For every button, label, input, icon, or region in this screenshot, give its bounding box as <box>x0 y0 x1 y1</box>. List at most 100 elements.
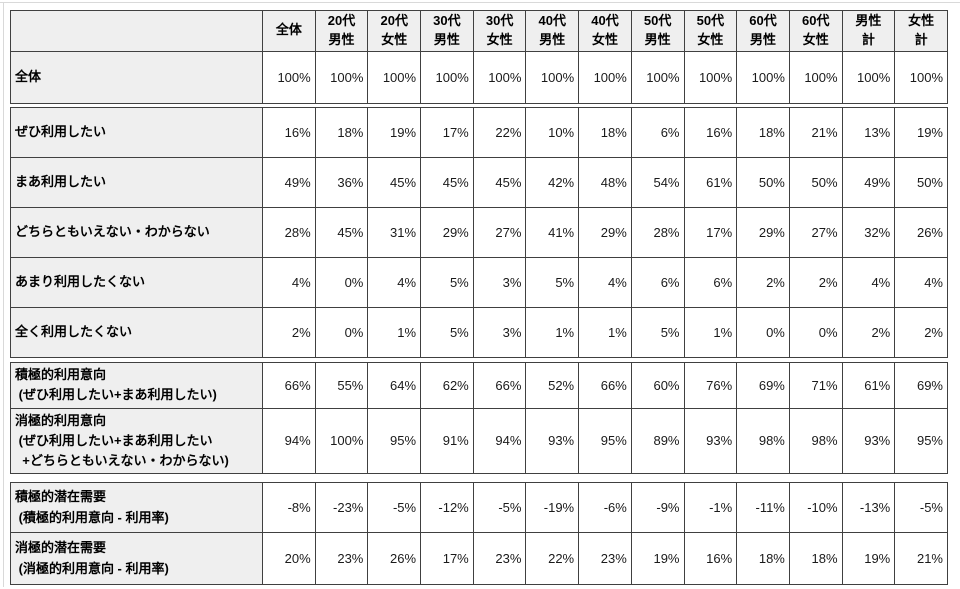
value-cell: 94% <box>472 407 527 475</box>
value-cell: 27% <box>788 206 843 258</box>
value-cell: 100% <box>314 407 369 475</box>
value-cell: 2% <box>894 306 948 358</box>
value-cell: 89% <box>630 407 685 475</box>
value-cell: 19% <box>630 532 685 586</box>
value-cell: 45% <box>420 156 474 208</box>
value-cell: 48% <box>578 156 632 208</box>
value-cell: 4% <box>841 256 896 308</box>
value-cell: 5% <box>420 306 474 358</box>
value-cell: 100% <box>630 50 685 104</box>
value-cell: 49% <box>262 156 316 208</box>
value-cell: 100% <box>683 50 738 104</box>
column-header: 30代 男性 <box>420 10 474 52</box>
value-cell: 1% <box>578 306 632 358</box>
value-cell: 31% <box>367 206 422 258</box>
value-cell: 10% <box>525 106 580 158</box>
column-header: 40代 女性 <box>578 10 632 52</box>
value-cell: 45% <box>472 156 527 208</box>
value-cell: 18% <box>788 532 843 586</box>
row-label: 積極的潜在需要 (積極的利用意向 - 利用率) <box>10 482 263 534</box>
table-row: 全体 100% 100% 100% 100% 100% 100% 100% 100% 100% 10… <box>10 50 948 104</box>
table-section-latent-demand: 積極的潜在需要 (積極的利用意向 - 利用率) -8% -23% -5% -12% -5%… <box>10 482 948 586</box>
row-label: 積極的利用意向 (ぜひ利用したい+まあ利用したい) <box>10 361 263 409</box>
value-cell: 23% <box>472 532 527 586</box>
column-header: 30代 女性 <box>472 10 527 52</box>
value-cell: 71% <box>788 361 843 409</box>
value-cell: 5% <box>630 306 685 358</box>
value-cell: 2% <box>788 256 843 308</box>
value-cell: 61% <box>841 361 896 409</box>
value-cell: 13% <box>841 106 896 158</box>
value-cell: 1% <box>683 306 738 358</box>
corner-header-cell <box>10 10 263 52</box>
value-cell: 100% <box>262 50 316 104</box>
row-label: 全体 <box>10 50 263 104</box>
value-cell: 17% <box>683 206 738 258</box>
value-cell: 100% <box>367 50 422 104</box>
header-row: 全体 20代 男性 20代 女性 30代 男性 30代 女性 40代 男性 40代 女性 50… <box>10 10 948 52</box>
value-cell: 4% <box>367 256 422 308</box>
column-header: 男性 計 <box>841 10 896 52</box>
value-cell: -5% <box>894 482 948 534</box>
value-cell: 19% <box>894 106 948 158</box>
value-cell: 45% <box>367 156 422 208</box>
value-cell: 27% <box>472 206 527 258</box>
value-cell: 6% <box>683 256 738 308</box>
value-cell: 5% <box>420 256 474 308</box>
value-cell: -19% <box>525 482 580 534</box>
row-label: ぜひ利用したい <box>10 106 263 158</box>
table-section-intent-summary: 積極的利用意向 (ぜひ利用したい+まあ利用したい) 66% 55% 64% 62% 66%… <box>10 361 948 475</box>
value-cell: -23% <box>314 482 369 534</box>
value-cell: 100% <box>472 50 527 104</box>
table-row: どちらともいえない・わからない 28% 45% 31% 29% 27% 41% 29% 28% 1… <box>10 206 948 258</box>
table-row: 消極的利用意向 (ぜひ利用したい+まあ利用したい +どちらともいえない・わからな… <box>10 407 948 475</box>
column-header: 20代 女性 <box>367 10 422 52</box>
value-cell: 16% <box>683 532 738 586</box>
value-cell: 62% <box>420 361 474 409</box>
window-top-edge <box>0 2 960 3</box>
value-cell: 100% <box>894 50 948 104</box>
row-label: 消極的利用意向 (ぜひ利用したい+まあ利用したい +どちらともいえない・わからな… <box>10 407 263 475</box>
value-cell: 0% <box>314 306 369 358</box>
value-cell: 1% <box>525 306 580 358</box>
value-cell: 21% <box>788 106 843 158</box>
table-row: 消極的潜在需要 (消極的利用意向 - 利用率) 20% 23% 26% 17% 23% 22… <box>10 532 948 586</box>
column-header: 60代 男性 <box>736 10 790 52</box>
column-header: 全体 <box>262 10 316 52</box>
value-cell: -1% <box>683 482 738 534</box>
window-left-edge <box>3 2 4 587</box>
value-cell: 69% <box>736 361 790 409</box>
value-cell: 4% <box>262 256 316 308</box>
value-cell: 52% <box>525 361 580 409</box>
column-header: 60代 女性 <box>788 10 843 52</box>
value-cell: 3% <box>472 306 527 358</box>
value-cell: 28% <box>262 206 316 258</box>
table-row: あまり利用したくない 4% 0% 4% 5% 3% 5% 4% 6% 6% 2% 2% 4% 4% <box>10 256 948 308</box>
value-cell: 66% <box>262 361 316 409</box>
column-header: 20代 男性 <box>314 10 369 52</box>
table-section-responses: ぜひ利用したい 16% 18% 19% 17% 22% 10% 18% 6% 16% 18% 21% 1… <box>10 106 948 358</box>
row-label: 全く利用したくない <box>10 306 263 358</box>
value-cell: 23% <box>578 532 632 586</box>
value-cell: 42% <box>525 156 580 208</box>
value-cell: -5% <box>472 482 527 534</box>
value-cell: 32% <box>841 206 896 258</box>
value-cell: 100% <box>578 50 632 104</box>
value-cell: -5% <box>367 482 422 534</box>
row-label: 消極的潜在需要 (消極的利用意向 - 利用率) <box>10 532 263 586</box>
value-cell: 95% <box>894 407 948 475</box>
table-section-base: 全体 20代 男性 20代 女性 30代 男性 30代 女性 40代 男性 40代 女性 50… <box>10 10 948 104</box>
value-cell: 36% <box>314 156 369 208</box>
value-cell: 4% <box>894 256 948 308</box>
value-cell: 2% <box>262 306 316 358</box>
value-cell: 50% <box>736 156 790 208</box>
value-cell: 95% <box>367 407 422 475</box>
value-cell: 50% <box>894 156 948 208</box>
table-row: ぜひ利用したい 16% 18% 19% 17% 22% 10% 18% 6% 16% 18% 21% 1… <box>10 106 948 158</box>
survey-results-table: 全体 20代 男性 20代 女性 30代 男性 30代 女性 40代 男性 40代 女性 50… <box>10 10 948 586</box>
table-row: まあ利用したい 49% 36% 45% 45% 45% 42% 48% 54% 61% 50% 50%… <box>10 156 948 208</box>
value-cell: 0% <box>736 306 790 358</box>
value-cell: 95% <box>578 407 632 475</box>
value-cell: 100% <box>525 50 580 104</box>
